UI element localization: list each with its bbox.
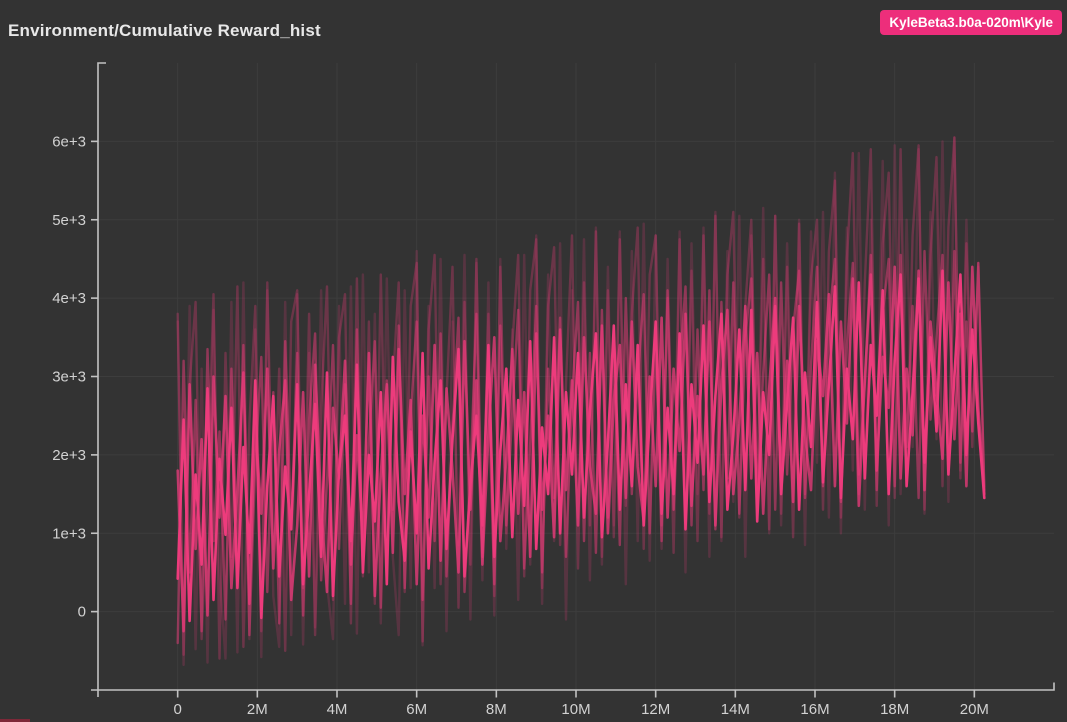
y-tick-label: 4e+3	[52, 290, 86, 307]
y-tick-label: 6e+3	[52, 133, 86, 150]
series-hist-core	[176, 269, 986, 623]
x-tick-label: 0	[173, 701, 181, 718]
x-axis-line	[91, 682, 1055, 691]
x-tick-label: 6M	[406, 701, 427, 718]
y-tick-label: 3e+3	[52, 369, 86, 386]
y-tick-label: 2e+3	[52, 447, 86, 464]
x-tick-label: 18M	[880, 701, 909, 718]
clipped-element-edge	[0, 719, 30, 722]
y-axis-line	[97, 62, 106, 697]
x-tick-label: 20M	[960, 701, 989, 718]
x-tick-label: 2M	[247, 701, 268, 718]
x-tick-label: 12M	[641, 701, 670, 718]
y-tick-label: 0	[78, 604, 86, 621]
x-tick-label: 4M	[327, 701, 348, 718]
x-tick-label: 14M	[721, 701, 750, 718]
y-tick-label: 1e+3	[52, 525, 86, 542]
chart-title: Environment/Cumulative Reward_hist	[8, 21, 321, 40]
x-tick-label: 16M	[800, 701, 829, 718]
x-tick-label: 10M	[561, 701, 590, 718]
x-tick-label: 8M	[486, 701, 507, 718]
y-tick-label: 5e+3	[52, 212, 86, 229]
run-badge[interactable]: KyleBeta3.b0a-020m\Kyle	[880, 10, 1062, 35]
